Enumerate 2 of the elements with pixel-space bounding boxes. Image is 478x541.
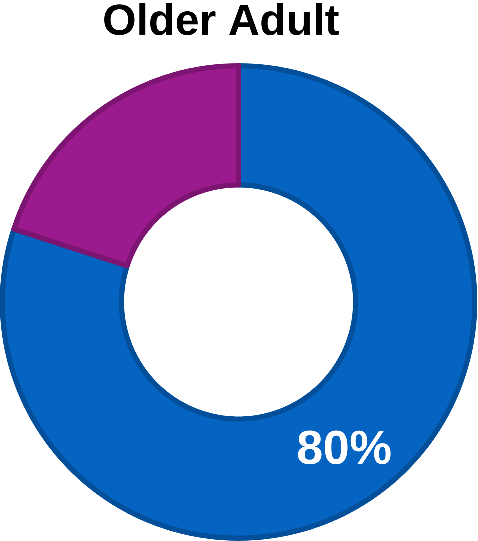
chart-title: Older Adult <box>104 3 340 36</box>
data-label: 80% <box>298 430 392 464</box>
